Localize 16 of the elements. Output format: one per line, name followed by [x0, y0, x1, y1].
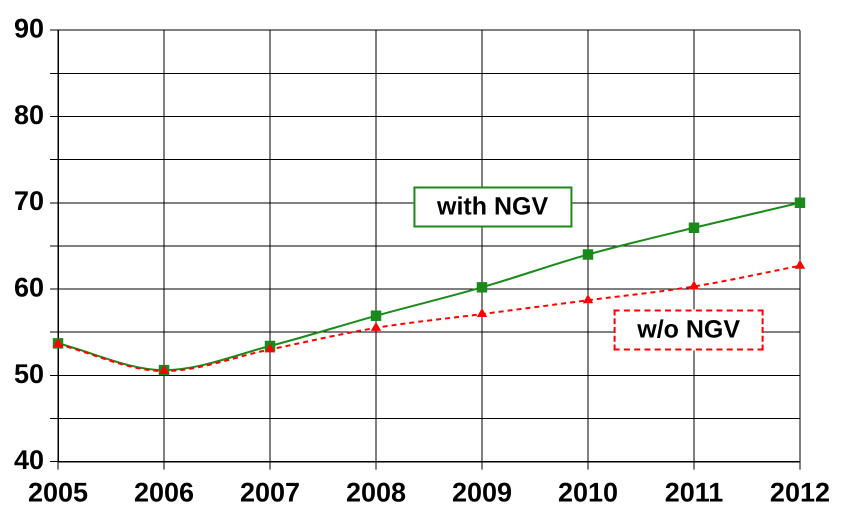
x-tick-label: 2008: [346, 477, 406, 508]
x-tick-label: 2009: [452, 477, 512, 508]
y-tick-label: 70: [14, 186, 44, 216]
series-label: with NGV: [413, 186, 572, 228]
x-tick-label: 2012: [770, 477, 830, 508]
y-tick-label: 80: [14, 100, 44, 130]
x-tick-label: 2007: [240, 477, 300, 508]
y-tick-label: 40: [14, 445, 44, 476]
x-tick-label: 2006: [134, 477, 194, 508]
x-tick-label: 2010: [558, 477, 618, 508]
x-tick-label: 2005: [28, 477, 88, 508]
x-tick-label: 2011: [664, 477, 724, 508]
y-tick-label: 90: [14, 14, 44, 44]
y-tick-label: 50: [14, 358, 44, 389]
series-label: w/o NGV: [613, 309, 764, 350]
y-tick-label: 60: [14, 272, 44, 302]
